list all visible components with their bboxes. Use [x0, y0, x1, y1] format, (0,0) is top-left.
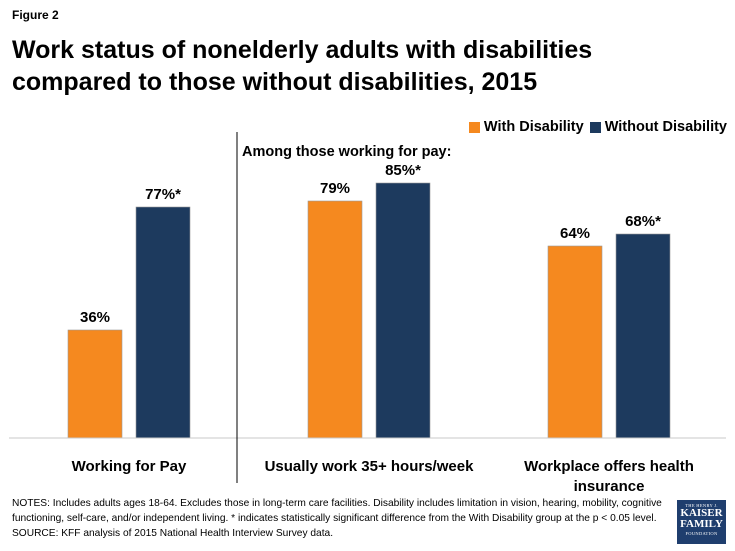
legend-swatch-with-disability [468, 121, 480, 133]
bar-2-0 [547, 245, 603, 439]
legend-item-without-disability: Without Disability [589, 119, 727, 135]
data-label-1-0: 79% [320, 180, 350, 197]
title-line-1: Work status of nonelderly adults with di… [12, 36, 593, 64]
legend-item-with-disability: With Disability [468, 119, 584, 135]
category-label-1-0: Usually work 35+ hours/week [265, 458, 475, 475]
data-label-0-0: 36% [80, 309, 110, 326]
category-label-2-0: Workplace offers health [524, 458, 694, 475]
category-label-2-1: insurance [574, 478, 645, 495]
data-label-2-1: 68%* [625, 213, 661, 230]
chart-subheading: Among those working for pay: [242, 144, 452, 160]
logo-line-4: FOUNDATION [685, 531, 718, 536]
chart-legend: With Disability Without Disability [463, 119, 727, 135]
logo-line-3: FAMILY [680, 518, 723, 530]
bar-0-0 [67, 329, 123, 439]
legend-label-without-disability: Without Disability [604, 119, 727, 135]
data-label-0-1: 77%* [145, 186, 181, 203]
chart-notes: NOTES: Includes adults ages 18-64. Exclu… [12, 498, 662, 539]
bar-1-0 [307, 200, 363, 439]
logo-line-2: KAISER [680, 507, 723, 519]
data-label-1-1: 85%* [385, 162, 421, 179]
category-label-0-0: Working for Pay [72, 458, 187, 475]
page-title: Work status of nonelderly adults with di… [12, 34, 712, 98]
legend-swatch-without-disability [589, 121, 601, 133]
logo-line-1: THE HENRY J. [685, 503, 718, 508]
figure-label: Figure 2 [12, 8, 59, 22]
bar-1-1 [375, 182, 431, 439]
kff-logo: THE HENRY J. KAISER FAMILY FOUNDATION [677, 500, 726, 544]
legend-label-with-disability: With Disability [483, 119, 584, 135]
bar-chart: 36% 77%* Working for Pay 79% 85%* Usually wor… [9, 132, 726, 495]
title-line-2: compared to those without disabilities, … [12, 68, 538, 96]
data-label-2-0: 64% [560, 225, 590, 242]
bar-2-1 [615, 233, 671, 439]
bar-0-1 [135, 206, 191, 439]
